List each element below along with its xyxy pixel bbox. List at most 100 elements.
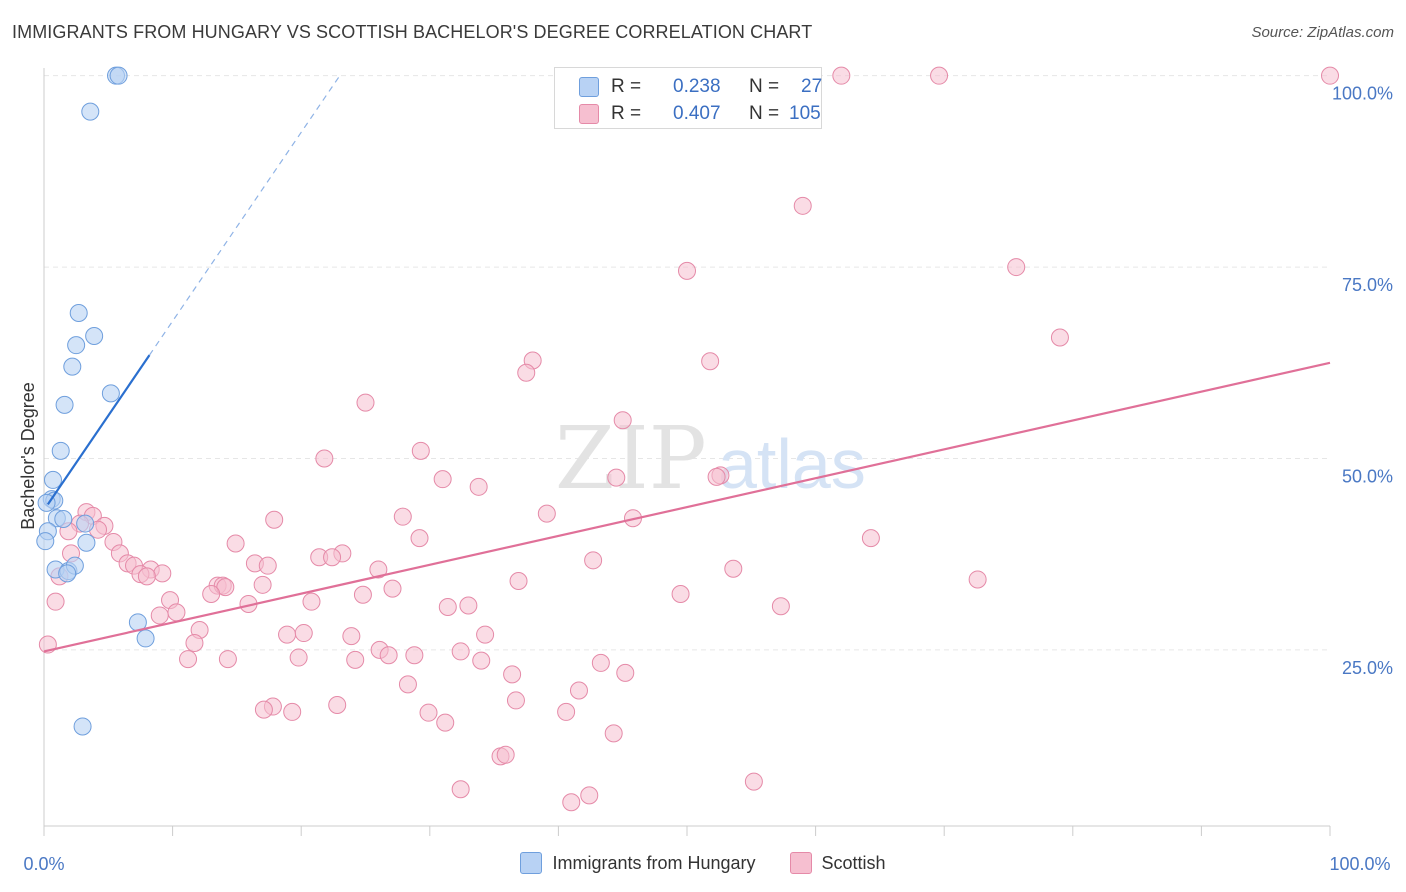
stats-swatch-hungary: [579, 77, 599, 97]
scottish-point: [537, 504, 556, 523]
x-tick-label: 0.0%: [23, 854, 64, 874]
scottish-point: [294, 624, 313, 643]
scottish-point: [496, 745, 515, 764]
scottish-point: [557, 702, 576, 721]
scottish-point: [616, 663, 635, 682]
scottish-point: [419, 703, 438, 722]
hungary-point: [109, 66, 128, 85]
grid-lines: [44, 75, 1330, 651]
scottish-point: [283, 702, 302, 721]
scottish-point: [410, 529, 429, 548]
scottish-point: [369, 560, 388, 579]
hungary-point: [54, 509, 73, 528]
stats-n-value: 27: [801, 76, 823, 97]
hungary-point: [136, 629, 155, 648]
scottish-point: [1321, 66, 1339, 85]
scottish-point: [383, 579, 402, 598]
scottish-point: [179, 650, 198, 669]
scottish-point: [150, 606, 169, 625]
scottish-point: [353, 585, 372, 604]
scottish-points: [38, 66, 1339, 812]
scottish-point: [506, 691, 525, 710]
scottish-point: [254, 700, 273, 719]
scottish-point: [968, 570, 987, 589]
hungary-point: [85, 326, 104, 345]
stats-n-value: 105: [789, 103, 821, 124]
legend-item-scottish: Scottish: [789, 852, 886, 874]
scottish-point: [671, 585, 690, 604]
scottish-point: [46, 592, 65, 611]
scottish-point: [580, 786, 599, 805]
hungary-trend-extension: [148, 75, 341, 356]
watermark-atlas: atlas: [718, 425, 866, 503]
scottish-point: [451, 780, 470, 799]
scottish-point: [346, 650, 365, 669]
hungary-point: [101, 384, 120, 403]
scottish-point: [744, 772, 763, 791]
y-tick-label: 100.0%: [1332, 84, 1393, 104]
scottish-point: [218, 650, 237, 669]
scottish-point: [379, 646, 398, 665]
scottish-point: [226, 534, 245, 553]
hungary-point: [51, 441, 70, 460]
scottish-point: [604, 724, 623, 743]
stats-swatch-scottish: [579, 104, 599, 124]
hungary-point: [77, 533, 96, 552]
scottish-point: [613, 411, 632, 430]
scottish-point: [584, 551, 603, 570]
scottish-point: [771, 597, 790, 616]
stats-r-value: 0.407: [673, 103, 721, 124]
hungary-point: [73, 717, 92, 736]
scottish-point: [930, 66, 949, 85]
scottish-point: [411, 441, 430, 460]
scottish-point: [405, 646, 424, 665]
hungary-point: [76, 514, 95, 533]
trend-lines: [43, 75, 1331, 653]
scottish-point: [265, 510, 284, 529]
scottish-point: [517, 363, 536, 382]
scottish-point: [678, 261, 696, 280]
hungary-point: [63, 357, 82, 376]
scottish-point: [202, 585, 221, 604]
scottish-point: [724, 559, 743, 578]
hungary-point: [67, 336, 86, 355]
scottish-point: [861, 529, 880, 548]
scottish-point: [436, 713, 455, 732]
scottish-point: [258, 556, 277, 575]
hungary-point: [55, 395, 74, 414]
stats-r-label: R =: [611, 103, 642, 124]
tick-labels: 25.0% 50.0% 75.0% 100.0% 0.0% 100.0%: [23, 84, 1393, 874]
hungary-point: [81, 102, 100, 121]
stats-n-label: N =: [749, 76, 780, 97]
axes: [43, 68, 1331, 836]
legend-item-hungary: Immigrants from Hungary: [520, 852, 756, 874]
hungary-trend-line: [46, 354, 151, 506]
scottish-point: [153, 564, 172, 583]
bottom-legend: Immigrants from Hungary Scottish: [0, 852, 1406, 874]
source-note: Source: ZipAtlas.com: [1251, 24, 1394, 41]
stats-legend: R = 0.238 N = 27 R = 0.407 N = 105: [554, 67, 822, 129]
scottish-point: [356, 393, 375, 412]
stats-n-label: N =: [749, 103, 780, 124]
scottish-point: [315, 449, 334, 468]
scottish-point: [1050, 328, 1069, 347]
legend-swatch-hungary: [520, 852, 543, 874]
scottish-point: [438, 598, 457, 617]
hungary-point: [58, 564, 77, 583]
scottish-point: [707, 467, 726, 486]
legend-swatch-scottish: [789, 852, 812, 874]
scottish-point: [832, 66, 851, 85]
scottish-point: [433, 470, 452, 489]
x-tick-label: 100.0%: [1329, 854, 1390, 874]
scottish-point: [476, 625, 495, 644]
scottish-point: [167, 603, 186, 622]
scottish-point: [503, 665, 522, 684]
legend-label-scottish: Scottish: [821, 852, 886, 873]
stats-r-label: R =: [611, 76, 642, 97]
scottish-point: [451, 642, 470, 661]
y-tick-label: 50.0%: [1342, 466, 1393, 486]
hungary-point: [44, 470, 63, 489]
scottish-point: [328, 696, 347, 715]
scottish-point: [509, 571, 528, 590]
